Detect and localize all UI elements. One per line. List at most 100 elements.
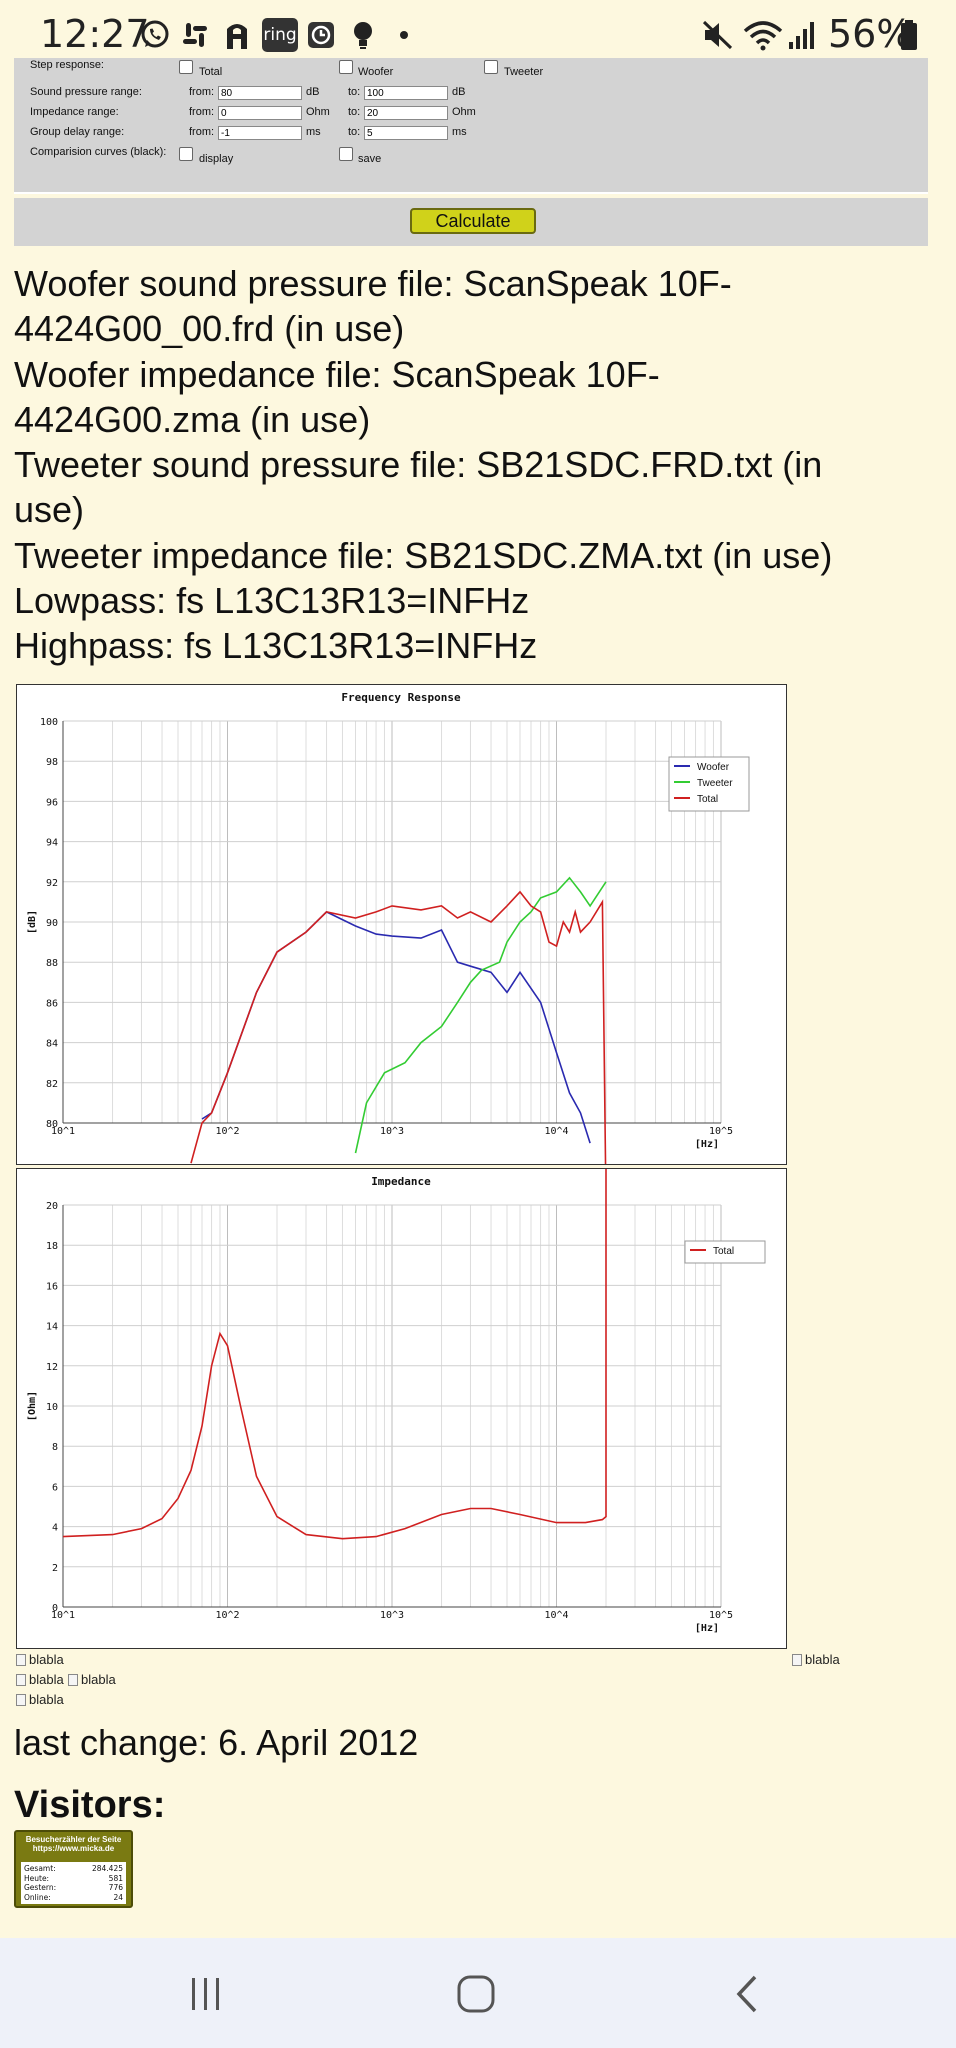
y-tick-label: 18 [46, 1241, 58, 1252]
image-alt-text: blabla [81, 1672, 116, 1687]
broken-image-icon [68, 1673, 78, 1686]
highpass-line: Highpass: fs L13C13R13=INFHz [14, 625, 538, 666]
step-response-label: Step response: [30, 59, 104, 71]
x-tick-label: 10^1 [51, 1610, 75, 1621]
counter-row-value: 284.425 [91, 1864, 123, 1873]
home-icon[interactable] [456, 1974, 496, 2019]
back-icon[interactable] [728, 1974, 768, 2019]
y-tick-label: 14 [46, 1322, 58, 1333]
recent-apps-icon[interactable] [186, 1974, 226, 2019]
lowpass-line: Lowpass: fs L13C13R13=INFHz [14, 580, 530, 621]
woofer-spl-file-line-1: Woofer sound pressure file: ScanSpeak 10… [14, 263, 732, 304]
visitors-heading: Visitors: [14, 1784, 166, 1826]
imp-from-unit: Ohm [306, 106, 330, 118]
woofer-spl-file-line-2: 4424G00_00.frd (in use) [14, 308, 405, 349]
step-tweeter-checkbox[interactable] [484, 60, 498, 74]
counter-header: Besucherzähler der Seite https://www.mic… [16, 1832, 131, 1853]
broken-image-4: blabla [68, 1672, 116, 1687]
clock-icon [306, 18, 336, 52]
last-change-text: last change: 6. April 2012 [14, 1722, 419, 1763]
y-tick-label: 8 [52, 1442, 58, 1453]
y-tick-label: 94 [46, 838, 58, 849]
comparison-save-checkbox[interactable] [339, 147, 353, 161]
series-line-woofer [201, 910, 591, 1144]
legend-box [684, 1240, 766, 1264]
imp-to-label: to: [348, 106, 361, 118]
visitor-counter-widget[interactable]: Besucherzähler der Seite https://www.mic… [14, 1830, 133, 1908]
ring-icon: ring [262, 18, 298, 52]
y-tick-label: 0 [52, 1603, 58, 1614]
broken-image-icon [16, 1673, 26, 1686]
y-tick-label: 88 [46, 958, 58, 969]
y-tick-label: 4 [52, 1523, 58, 1534]
y-tick-label: 2 [52, 1563, 58, 1574]
counter-row-label: Online: [24, 1892, 51, 1902]
x-tick-label: 10^5 [709, 1126, 733, 1137]
x-axis-label: [Hz] [695, 1623, 719, 1634]
bulb-icon [348, 18, 378, 52]
imp-from-input[interactable] [218, 106, 302, 120]
gd-to-unit: ms [452, 126, 467, 138]
slack-icon [178, 18, 212, 52]
gd-from-input[interactable] [218, 126, 302, 140]
counter-row-value: 581 [108, 1873, 123, 1883]
counter-row: Gesamt: 284.425 [21, 1862, 126, 1874]
counter-row-value: 24 [113, 1892, 123, 1902]
x-tick-label: 10^4 [544, 1126, 568, 1137]
counter-row-label: Gesamt: [24, 1864, 56, 1873]
broken-image-3: blabla [16, 1672, 64, 1687]
imp-to-input[interactable] [364, 106, 448, 120]
counter-header-url: https://www.micka.de [32, 1844, 115, 1853]
comparison-display-checkbox[interactable] [179, 147, 193, 161]
status-time: 12:27 [40, 12, 150, 56]
image-alt-text: blabla [29, 1692, 64, 1707]
step-woofer-label: Woofer [358, 66, 394, 78]
gd-from-unit: ms [306, 126, 321, 138]
series-line-tweeter [354, 876, 607, 1154]
wifi-icon [742, 18, 784, 52]
y-tick-label: 96 [46, 797, 58, 808]
x-tick-label: 10^3 [380, 1126, 404, 1137]
y-tick-label: 6 [52, 1482, 58, 1493]
y-axis-label: [Ohm] [27, 1391, 38, 1421]
tweeter-spl-file-line-2: use) [14, 489, 85, 530]
android-nav-bar [0, 1938, 956, 2048]
image-alt-text: blabla [805, 1652, 840, 1667]
frequency-response-svg: Frequency Response 10^1 10^2 10^3 10^4 10^5 80… [27, 691, 750, 1164]
broken-image-icon [16, 1653, 26, 1666]
step-tweeter-label: Tweeter [504, 66, 544, 78]
spl-to-input[interactable] [364, 86, 448, 100]
x-tick-label: 10^5 [709, 1610, 733, 1621]
spl-from-unit: dB [306, 86, 320, 98]
impedance-chart: Impedance 10^1 10^2 10^3 10^4 10^5 0 2 4 6 8 10 12 14… [16, 1168, 787, 1649]
step-total-checkbox[interactable] [179, 60, 193, 74]
image-alt-text: blabla [29, 1652, 64, 1667]
x-tick-label: 10^2 [215, 1126, 239, 1137]
frequency-response-chart: Frequency Response 10^1 10^2 10^3 10^4 10^5 80… [16, 684, 787, 1165]
step-total-label: Total [199, 66, 223, 78]
dot-icon [394, 18, 414, 52]
spl-range-label: Sound pressure range: [30, 86, 142, 98]
broken-image-1: blabla [16, 1652, 64, 1667]
spl-from-input[interactable] [218, 86, 302, 100]
calculate-panel: Calculate [14, 198, 928, 246]
counter-row-label: Gestern: [24, 1883, 57, 1892]
broken-image-5: blabla [16, 1692, 64, 1707]
x-tick-label: 10^2 [215, 1610, 239, 1621]
counter-row: Online: 24 [21, 1893, 126, 1903]
y-tick-label: 90 [46, 918, 58, 929]
mute-icon [700, 18, 736, 52]
legend-label: Total [713, 1246, 734, 1257]
counter-row: Gestern: 776 [21, 1883, 126, 1893]
ring-label: ring [263, 25, 297, 45]
calculate-button[interactable]: Calculate [410, 208, 536, 234]
y-axis-label: [dB] [27, 910, 38, 934]
y-tick-label: 16 [46, 1281, 58, 1292]
step-woofer-checkbox[interactable] [339, 60, 353, 74]
legend-label: Woofer [697, 762, 730, 773]
gd-to-input[interactable] [364, 126, 448, 140]
y-tick-label: 84 [46, 1039, 58, 1050]
counter-row-label: Heute: [24, 1873, 50, 1883]
y-tick-label: 98 [46, 757, 58, 768]
y-tick-label: 92 [46, 878, 58, 889]
